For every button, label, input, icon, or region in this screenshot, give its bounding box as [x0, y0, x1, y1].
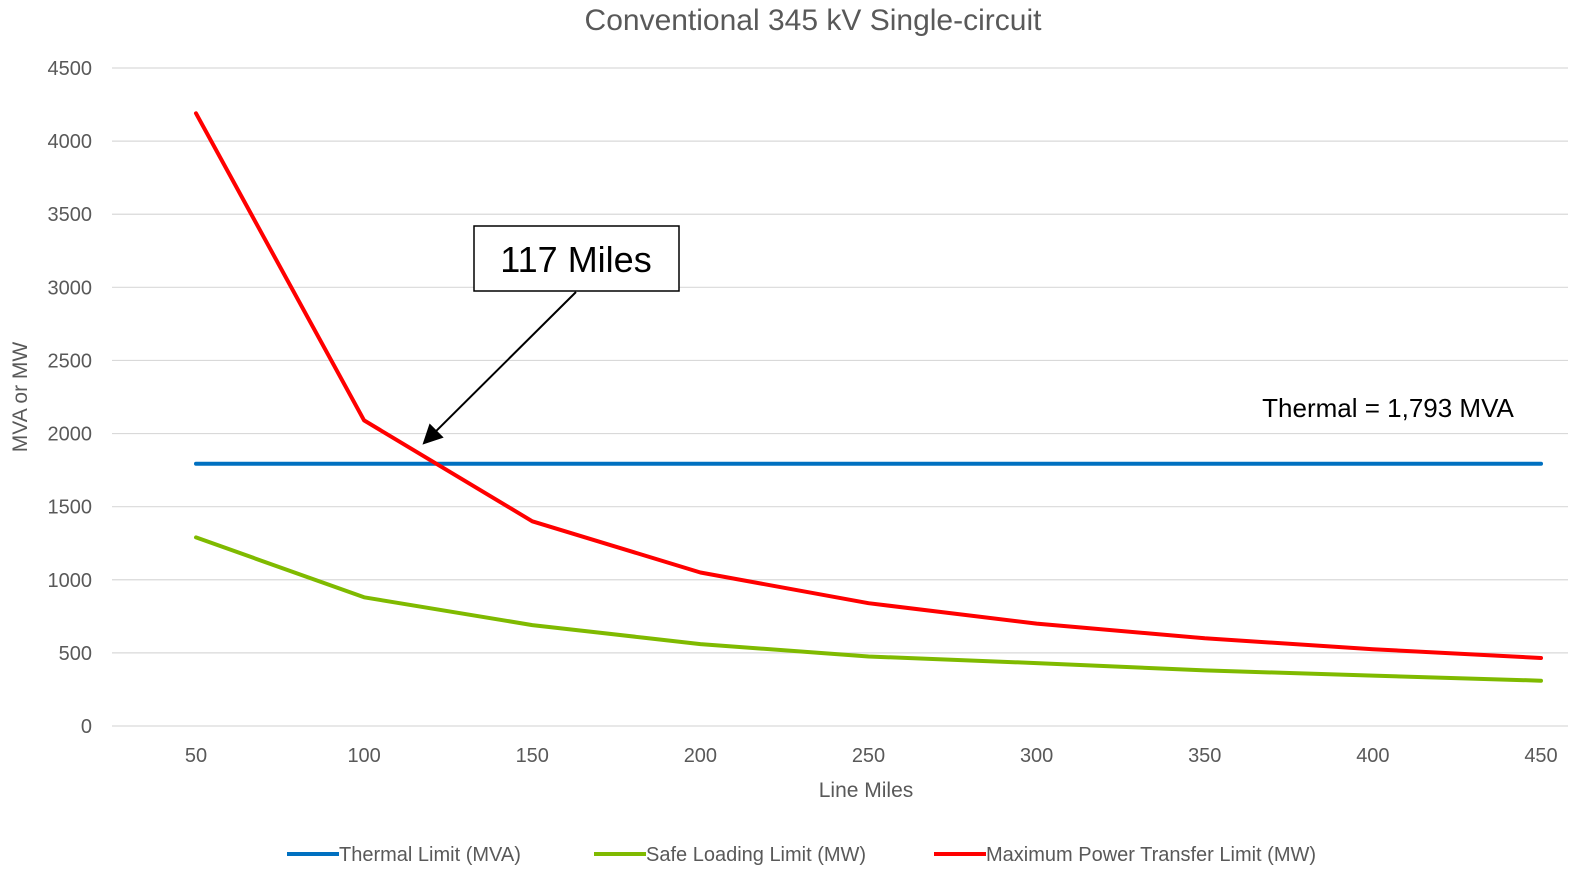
y-tick-label: 500: [59, 643, 92, 665]
y-tick-label: 1500: [48, 497, 93, 519]
y-axis-ticks: 0 500 1000 1500 2000 2500 3000 3500 4000 4500: [48, 58, 93, 738]
gridlines: [112, 67, 1568, 727]
x-tick-label: 50: [185, 745, 207, 767]
x-axis-label: Line Miles: [819, 779, 914, 802]
y-axis-label: MVA or MW: [9, 342, 32, 453]
callout-arrow: [422, 291, 577, 445]
y-tick-label: 2000: [48, 424, 93, 446]
legend-label-2: Maximum Power Transfer Limit (MW): [986, 844, 1316, 866]
x-tick-label: 300: [1020, 745, 1053, 767]
y-tick-label: 4500: [48, 58, 93, 80]
callout-text: 117 Miles: [500, 239, 651, 280]
callout-box: [473, 225, 680, 292]
x-tick-label: 200: [684, 745, 717, 767]
series-group: [194, 111, 1543, 683]
callout-annotation: 117 Miles: [422, 225, 680, 445]
x-axis-ticks: 50 100 150 200 250 300 350 400 450: [185, 745, 1558, 767]
legend-label-0: Thermal Limit (MVA): [339, 844, 521, 866]
x-tick-label: 350: [1188, 745, 1221, 767]
y-tick-label: 4000: [48, 131, 93, 153]
legend-label-1: Safe Loading Limit (MW): [646, 844, 866, 866]
y-tick-label: 1000: [48, 570, 93, 592]
chart-title: Conventional 345 kV Single-circuit: [585, 4, 1043, 37]
thermal-annotation: Thermal = 1,793 MVA: [1262, 393, 1514, 423]
x-tick-label: 250: [852, 745, 885, 767]
x-tick-label: 100: [347, 745, 380, 767]
x-tick-label: 150: [516, 745, 549, 767]
series-line-1: [194, 535, 1543, 683]
y-tick-label: 0: [81, 716, 92, 738]
legend: Thermal Limit (MVA) Safe Loading Limit (M…: [287, 844, 1316, 866]
series-line-2: [194, 111, 1543, 660]
x-tick-label: 450: [1524, 745, 1557, 767]
y-tick-label: 2500: [48, 350, 93, 372]
y-tick-label: 3000: [48, 277, 93, 299]
y-tick-label: 3500: [48, 204, 93, 226]
x-tick-label: 400: [1356, 745, 1389, 767]
